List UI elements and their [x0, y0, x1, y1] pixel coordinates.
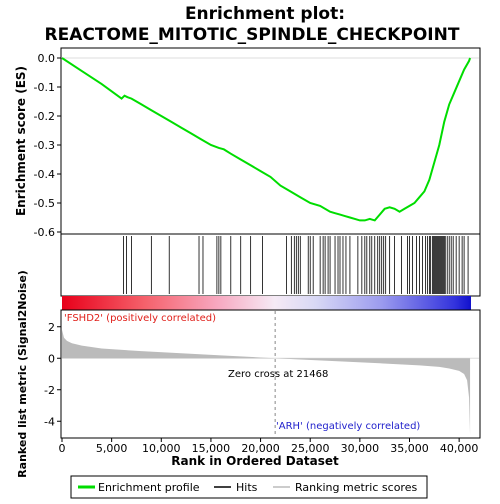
legend-box — [70, 475, 428, 499]
x-axis-label: Rank in Ordered Dataset — [171, 454, 339, 468]
x-tick-label: 30,000 — [341, 442, 380, 455]
metric-y-tick-label: 0 — [48, 352, 55, 365]
es-y-tick-label: -0.2 — [34, 110, 55, 123]
metric-y-axis-label: Ranked list metric (Signal2Noise) — [16, 270, 29, 478]
x-tick-label: 0 — [59, 442, 66, 455]
x-tick-label: 15,000 — [192, 442, 231, 455]
chart-title-line2: REACTOME_MITOTIC_SPINDLE_CHECKPOINT — [45, 25, 460, 45]
x-tick-label: 35,000 — [390, 442, 429, 455]
es-y-tick-label: -0.5 — [34, 197, 55, 210]
enrichment-profile-line — [61, 57, 472, 222]
es-y-axis: 0.0 -0.1 -0.2 -0.3 -0.4 -0.5 -0.6 — [34, 52, 61, 239]
x-tick-label: 25,000 — [291, 442, 330, 455]
hits-group — [123, 236, 469, 294]
es-y-tick-label: -0.1 — [34, 81, 55, 94]
metric-y-tick-label: -4 — [44, 415, 55, 428]
x-axis: 0 5,000 10,000 15,000 20,000 25,000 30,000 35,0… — [59, 438, 479, 455]
metric-y-tick-label: 2 — [48, 321, 55, 334]
negative-correlation-label: 'ARH' (negatively correlated) — [276, 421, 420, 432]
x-tick-label: 10,000 — [142, 442, 181, 455]
es-y-tick-label: 0.0 — [38, 52, 56, 65]
es-y-tick-label: -0.6 — [34, 226, 55, 239]
es-y-tick-label: -0.4 — [34, 168, 55, 181]
x-tick-label: 20,000 — [241, 442, 280, 455]
x-tick-label: 40,000 — [440, 442, 479, 455]
ranking-metric-area — [62, 329, 471, 436]
es-panel — [60, 47, 481, 235]
metric-panel — [60, 309, 481, 439]
x-tick-label: 5,000 — [96, 442, 128, 455]
es-y-tick-label: -0.3 — [34, 139, 55, 152]
es-y-axis-label: Enrichment score (ES) — [14, 66, 28, 216]
positive-correlation-label: 'FSHD2' (positively correlated) — [64, 313, 216, 324]
legend-hits-label: Hits — [236, 481, 258, 494]
chart-title-line1: Enrichment plot: — [185, 4, 345, 24]
legend-metric-label: Ranking metric scores — [295, 481, 417, 494]
metric-y-tick-label: -2 — [44, 384, 55, 397]
metric-y-axis: 2 0 -2 -4 — [44, 321, 61, 428]
rank-color-bar — [62, 296, 471, 310]
zero-cross-label: Zero cross at 21468 — [228, 369, 328, 380]
legend-enrichment-label: Enrichment profile — [98, 481, 200, 494]
hits-panel — [60, 233, 481, 297]
